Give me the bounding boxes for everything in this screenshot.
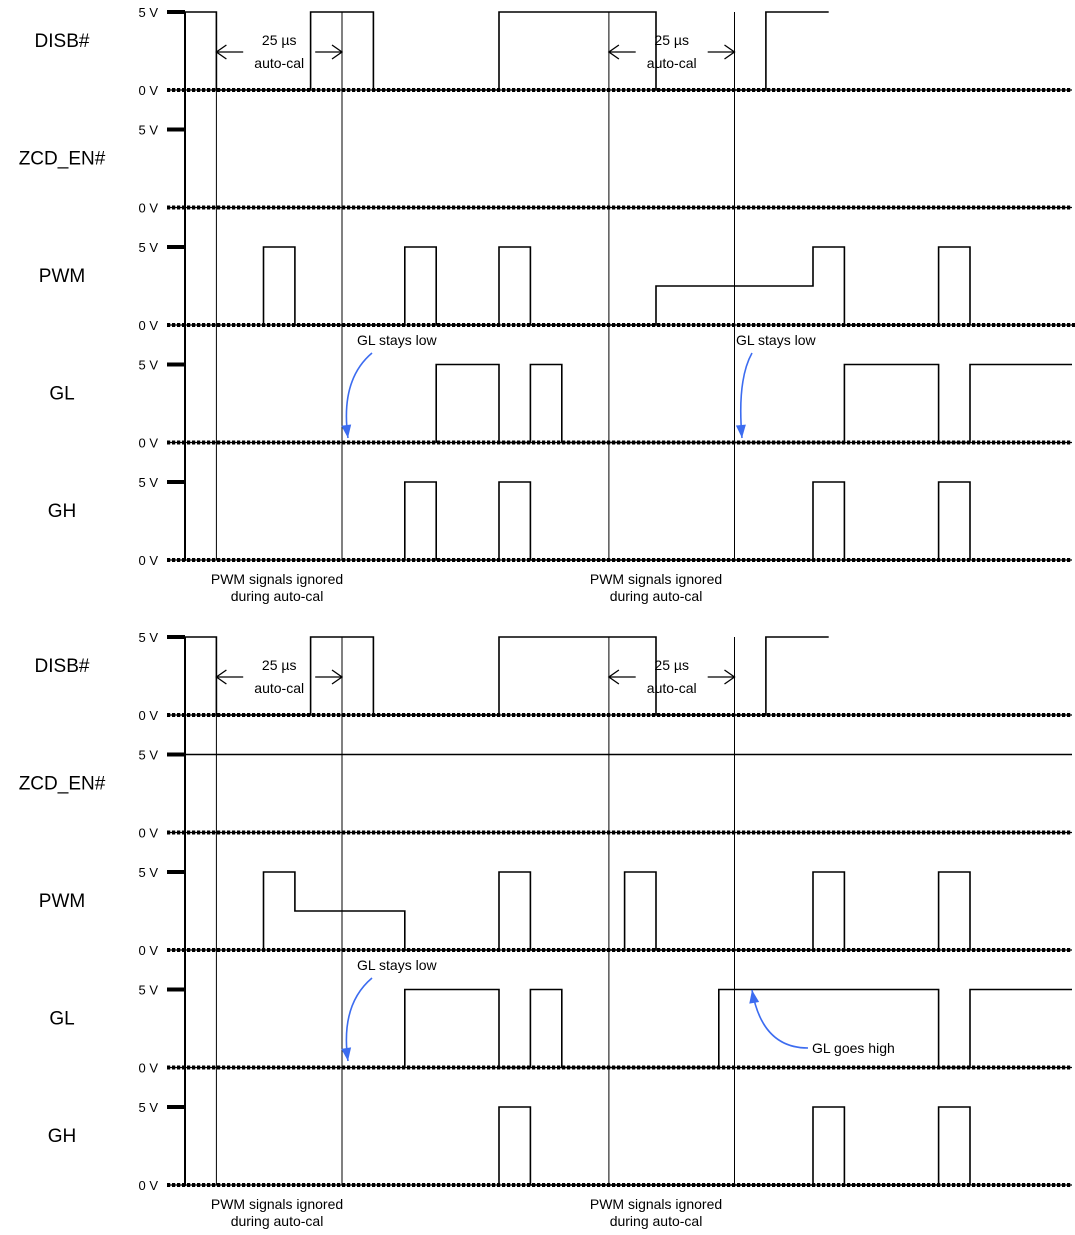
low-voltage-label: 0 V	[138, 201, 158, 216]
arrow-left-icon	[215, 44, 227, 60]
low-voltage-label: 0 V	[138, 708, 158, 723]
autocal-duration: 25 µs	[262, 657, 297, 673]
low-voltage-label: 0 V	[138, 943, 158, 958]
autocal-label: auto-cal	[254, 55, 304, 71]
low-voltage-label: 0 V	[138, 826, 158, 841]
signal-name: DISB#	[35, 656, 90, 677]
annotation-arrow-path	[751, 989, 809, 1049]
signal-name: GH	[48, 1126, 77, 1147]
high-voltage-label: 5 V	[138, 983, 158, 998]
autocal-label: auto-cal	[647, 680, 697, 696]
annotation-arrowhead-icon	[735, 424, 746, 438]
gl-annotation-text: GL goes high	[812, 1040, 895, 1056]
ignored-note-line2: during auto-cal	[610, 588, 703, 604]
signal-row-gh: GH 5 V 0 V	[48, 1100, 1072, 1193]
arrow-left-icon	[215, 669, 227, 685]
low-voltage-label: 0 V	[138, 436, 158, 451]
signal-row-zcd-en-: ZCD_EN# 5 V 0 V	[19, 748, 1072, 841]
signal-name: PWM	[39, 891, 85, 912]
gl-annotation-1: GL stays low	[341, 957, 438, 1062]
autocal-duration: 25 µs	[654, 657, 689, 673]
signal-waveform	[185, 636, 829, 716]
low-voltage-label: 0 V	[138, 83, 158, 98]
autocal-duration: 25 µs	[654, 32, 689, 48]
ignored-note-line1: PWM signals ignored	[211, 1196, 343, 1212]
ignored-note-line2: during auto-cal	[231, 1213, 324, 1229]
signal-row-pwm: PWM 5 V 0 V	[39, 865, 1072, 958]
high-voltage-label: 5 V	[138, 123, 158, 138]
low-voltage-label: 0 V	[138, 318, 158, 333]
high-voltage-label: 5 V	[138, 865, 158, 880]
signal-name: ZCD_EN#	[19, 149, 106, 170]
autocal-label: auto-cal	[254, 680, 304, 696]
signal-row-gh: GH 5 V 0 V	[48, 475, 1072, 568]
autocal-dimension-1: 25 µs auto-cal	[215, 32, 344, 71]
annotation-arrowhead-icon	[341, 1047, 352, 1061]
signal-row-zcd-en-: ZCD_EN# 5 V 0 V	[19, 123, 1072, 216]
gl-annotation-2: GL stays low	[735, 332, 817, 439]
signal-name: GH	[48, 501, 77, 522]
signal-name: DISB#	[35, 31, 90, 52]
autocal-dimension-2: 25 µs auto-cal	[607, 32, 736, 71]
annotation-arrowhead-icon	[749, 990, 760, 1004]
signal-waveform	[262, 871, 971, 951]
low-voltage-label: 0 V	[138, 553, 158, 568]
signal-name: ZCD_EN#	[19, 774, 106, 795]
signal-name: GL	[49, 384, 74, 405]
high-voltage-label: 5 V	[138, 240, 158, 255]
signal-row-disb-: DISB# 5 V 0 V	[35, 630, 1072, 723]
signal-waveform	[435, 363, 1072, 444]
timing-panel-1: DISB# 5 V 0 V ZCD_EN# 5 V 0 V PWM 5 V 0 V GL 5 V 0 …	[19, 5, 1075, 604]
signal-waveform	[185, 11, 829, 91]
arrow-right-icon	[724, 44, 736, 60]
high-voltage-label: 5 V	[138, 630, 158, 645]
gl-annotation-1: GL stays low	[341, 332, 438, 439]
autocal-dimension-2: 25 µs auto-cal	[607, 657, 736, 696]
signal-waveform	[403, 988, 1072, 1069]
gl-annotation-text: GL stays low	[357, 957, 438, 973]
autocal-label: auto-cal	[647, 55, 697, 71]
autocal-dimension-1: 25 µs auto-cal	[215, 657, 344, 696]
autocal-duration: 25 µs	[262, 32, 297, 48]
gl-annotation-2: GL goes high	[749, 989, 895, 1056]
signal-waveform	[498, 1106, 971, 1186]
timing-panel-2: DISB# 5 V 0 V ZCD_EN# 5 V 0 V PWM 5 V 0 V GL 5 V 0 …	[19, 630, 1072, 1229]
gl-annotation-text: GL stays low	[357, 332, 438, 348]
low-voltage-label: 0 V	[138, 1178, 158, 1193]
signal-name: PWM	[39, 266, 85, 287]
annotation-arrowhead-icon	[341, 424, 352, 438]
high-voltage-label: 5 V	[138, 5, 158, 20]
arrow-left-icon	[607, 44, 620, 60]
ignored-note-line1: PWM signals ignored	[590, 1196, 722, 1212]
high-voltage-label: 5 V	[138, 748, 158, 763]
ignored-note-line2: during auto-cal	[231, 588, 324, 604]
ignored-note-line2: during auto-cal	[610, 1213, 703, 1229]
signal-waveform	[262, 246, 971, 326]
signal-row-pwm: PWM 5 V 0 V	[39, 240, 1075, 333]
signal-row-disb-: DISB# 5 V 0 V	[35, 5, 1072, 98]
high-voltage-label: 5 V	[138, 475, 158, 490]
high-voltage-label: 5 V	[138, 1100, 158, 1115]
arrow-left-icon	[607, 669, 620, 685]
ignored-note-line1: PWM signals ignored	[211, 571, 343, 587]
ignored-note-line1: PWM signals ignored	[590, 571, 722, 587]
signal-waveform	[403, 481, 971, 561]
arrow-right-icon	[724, 669, 736, 685]
arrow-right-icon	[331, 669, 344, 685]
gl-annotation-text: GL stays low	[736, 332, 817, 348]
low-voltage-label: 0 V	[138, 1061, 158, 1076]
high-voltage-label: 5 V	[138, 358, 158, 373]
signal-row-gl: GL 5 V 0 V	[49, 983, 1072, 1076]
arrow-right-icon	[331, 44, 344, 60]
signal-row-gl: GL 5 V 0 V	[49, 358, 1072, 451]
signal-name: GL	[49, 1009, 74, 1030]
